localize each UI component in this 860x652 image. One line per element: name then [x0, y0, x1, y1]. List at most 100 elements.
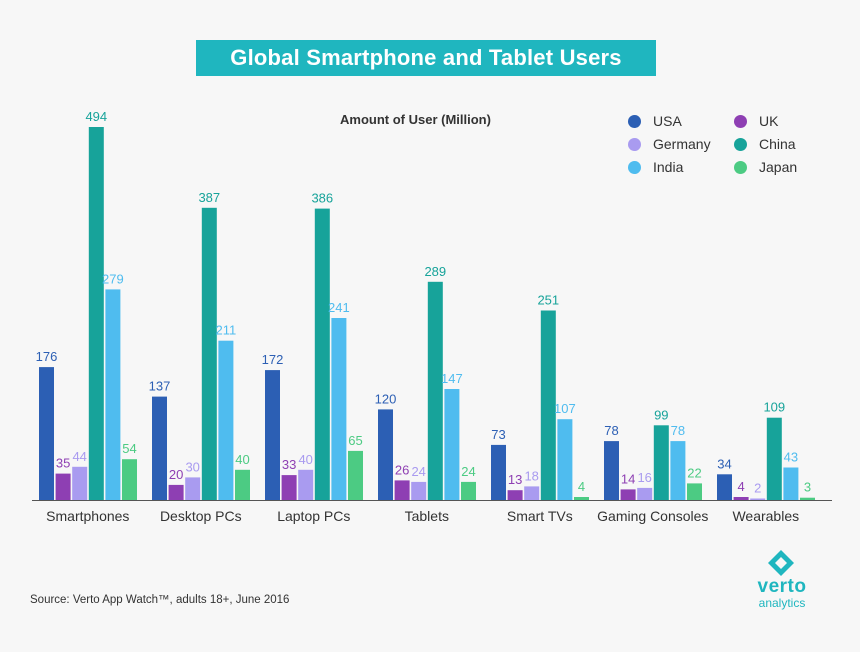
bar-uk-smart-tvs [507, 490, 523, 500]
chart-title: Global Smartphone and Tablet Users [196, 40, 656, 76]
data-label: 99 [654, 407, 668, 422]
legend-swatch [734, 160, 747, 174]
data-label: 78 [604, 423, 618, 438]
logo-subtitle: analytics [758, 596, 806, 610]
verto-diamond-icon [768, 550, 794, 576]
data-label: 13 [508, 472, 522, 487]
data-label: 176 [36, 349, 58, 364]
bar-uk-wearables [733, 497, 749, 500]
data-label: 147 [441, 371, 463, 386]
bar-china-laptop-pcs [314, 208, 330, 500]
data-label: 211 [216, 323, 237, 338]
chart-title-text: Global Smartphone and Tablet Users [230, 45, 622, 70]
data-label: 20 [169, 467, 183, 482]
legend-label: UK [759, 113, 779, 129]
category-label: Tablets [405, 508, 449, 524]
bar-usa-smart-tvs [491, 444, 506, 500]
bar-japan-gaming-consoles [687, 483, 702, 500]
data-label: 24 [411, 464, 425, 479]
bar-india-wearables [783, 467, 799, 500]
legend-item-japan: Japan [734, 159, 797, 175]
data-label: 26 [395, 462, 409, 477]
data-label: 387 [198, 190, 220, 205]
data-label: 251 [537, 293, 559, 308]
bar-india-laptop-pcs [331, 318, 347, 500]
data-label: 172 [262, 352, 284, 367]
legend-label: Germany [653, 136, 711, 152]
bar-germany-smart-tvs [524, 486, 540, 500]
category-label: Smartphones [46, 508, 129, 524]
data-label: 54 [122, 441, 136, 456]
bar-india-smart-tvs [557, 419, 573, 500]
bar-japan-tablets [461, 481, 476, 500]
bar-chart: 176 35 44 494 279 54 Smartphones 137 20 30 387 211 4… [32, 109, 832, 524]
legend-swatch [734, 137, 747, 151]
legend-item-india: India [628, 159, 683, 175]
data-label: 2 [754, 481, 761, 496]
bar-usa-desktop-pcs [152, 396, 167, 500]
data-label: 44 [72, 449, 86, 464]
data-label: 30 [185, 459, 199, 474]
data-label: 65 [348, 433, 362, 448]
bar-usa-tablets [378, 409, 393, 500]
legend-item-germany: Germany [628, 136, 711, 152]
bar-india-gaming-consoles [670, 441, 686, 500]
data-label: 494 [85, 109, 107, 124]
data-label: 120 [375, 391, 397, 406]
data-label: 241 [328, 300, 350, 315]
bar-china-smartphones [88, 127, 104, 500]
data-label: 24 [461, 464, 475, 479]
data-label: 4 [578, 479, 585, 494]
bar-germany-wearables [750, 498, 766, 500]
legend-label: India [653, 159, 684, 175]
category-label: Gaming Consoles [597, 508, 708, 524]
legend-label: China [759, 136, 796, 152]
bar-china-smart-tvs [540, 310, 556, 500]
bar-usa-gaming-consoles [604, 441, 619, 500]
bar-usa-laptop-pcs [265, 370, 280, 500]
y-axis-label: Amount of User (Million) [340, 112, 491, 127]
bar-india-tablets [444, 389, 460, 500]
data-label: 137 [149, 379, 171, 394]
data-label: 43 [784, 450, 798, 465]
logo-wordmark: verto [757, 576, 807, 597]
bar-japan-wearables [800, 497, 815, 500]
data-label: 40 [298, 452, 312, 467]
category-label: Laptop PCs [277, 508, 350, 524]
bar-china-wearables [766, 417, 782, 500]
category-label: Desktop PCs [160, 508, 242, 524]
category-label: Wearables [732, 508, 799, 524]
data-label: 279 [102, 271, 124, 286]
legend-item-usa: USA [628, 113, 682, 129]
data-label: 3 [804, 480, 811, 495]
bar-china-gaming-consoles [653, 425, 669, 500]
data-label: 18 [524, 468, 538, 483]
bar-japan-desktop-pcs [235, 469, 250, 500]
bar-uk-desktop-pcs [168, 484, 184, 500]
data-label: 34 [717, 456, 731, 471]
bar-germany-tablets [411, 481, 427, 500]
data-label: 22 [687, 465, 701, 480]
source-note: Source: Verto App Watch™, adults 18+, Ju… [30, 594, 290, 606]
bar-china-desktop-pcs [201, 207, 217, 501]
bar-india-desktop-pcs [218, 340, 234, 500]
bar-usa-smartphones [39, 367, 54, 500]
data-label: 289 [424, 264, 446, 279]
bar-uk-gaming-consoles [620, 489, 636, 500]
data-label: 33 [282, 457, 296, 472]
legend-item-uk: UK [734, 113, 778, 129]
category-label: Smart TVs [507, 508, 573, 524]
bar-uk-smartphones [55, 473, 71, 500]
data-label: 78 [671, 423, 685, 438]
legend-label: Japan [759, 159, 798, 175]
legend-swatch [628, 114, 641, 128]
legend-label: USA [653, 113, 682, 129]
bar-india-smartphones [105, 289, 121, 500]
bar-uk-laptop-pcs [281, 475, 297, 500]
data-label: 14 [621, 471, 635, 486]
legend: USA UK Germany China India Japan [628, 113, 828, 183]
data-label: 35 [56, 456, 70, 471]
bar-usa-wearables [717, 474, 732, 500]
legend-swatch [734, 114, 747, 128]
bar-germany-gaming-consoles [637, 487, 653, 500]
